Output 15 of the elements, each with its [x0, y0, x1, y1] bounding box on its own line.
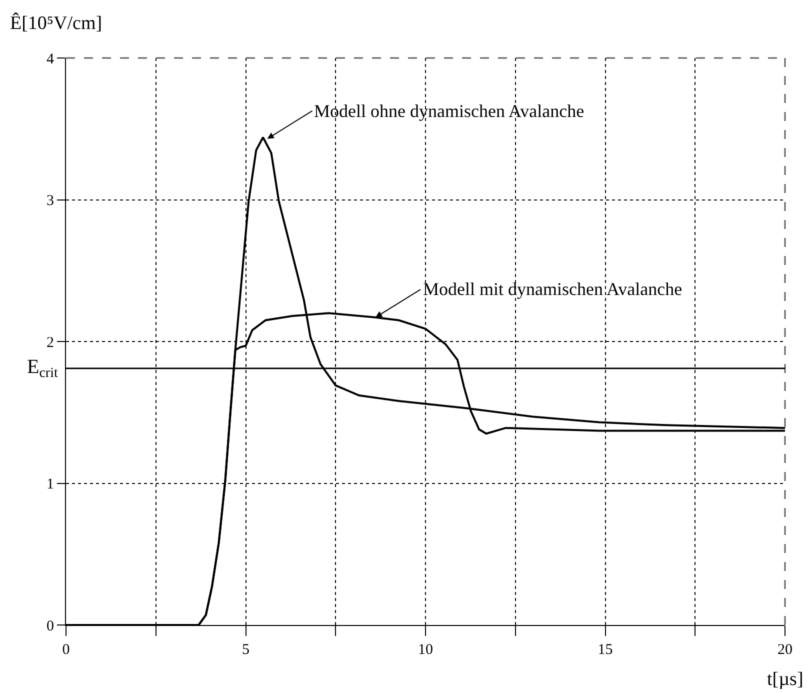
- x-tick-label: 15: [598, 642, 613, 658]
- y-tick-label: 0: [46, 618, 54, 634]
- x-tick-label: 20: [778, 642, 792, 658]
- y-tick-label: 3: [46, 193, 54, 209]
- x-tick-label: 0: [62, 642, 70, 658]
- x-tick-label: 5: [242, 642, 250, 658]
- x-tick-label: 10: [418, 642, 433, 658]
- y-tick-label: 1: [46, 476, 54, 492]
- annotation: Modell ohne dynamischen Avalanche: [314, 101, 584, 121]
- y-tick-label: 4: [46, 51, 54, 68]
- y-axis-title: Ê[10⁵V/cm]: [10, 12, 102, 34]
- y-tick-label: 2: [46, 334, 54, 351]
- ref-line-label: E$_{crit}$: [27, 356, 58, 382]
- x-axis-title: t[µs]: [767, 669, 804, 690]
- annotation: Modell mit dynamischen Avalanche: [423, 279, 682, 299]
